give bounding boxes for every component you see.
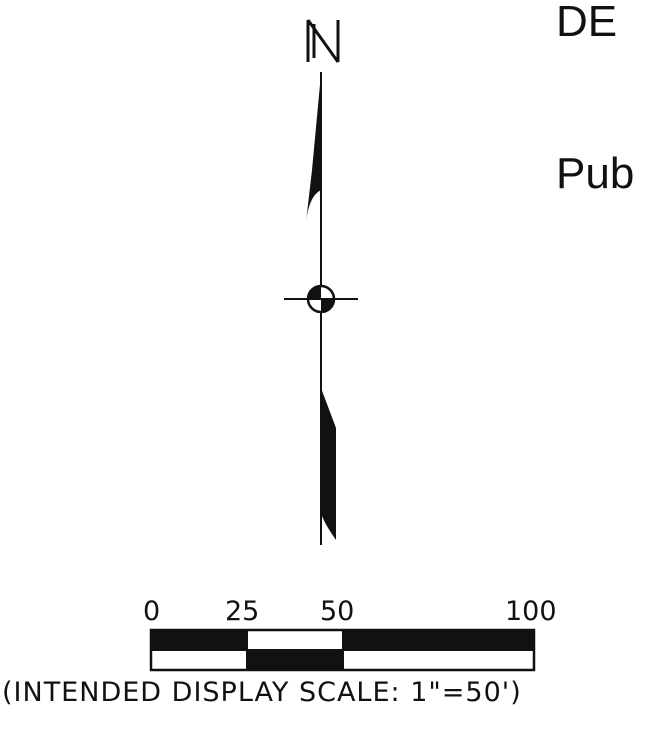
north-label-glyph [306,19,340,63]
scale-segment-top-0-25 [151,631,247,650]
north-arrow-upper-fin [306,74,321,222]
scale-tick-label: 100 [505,596,557,627]
scale-tick-label: 25 [225,596,260,627]
scale-segment-bottom-25-50 [247,650,343,669]
scale-tick-label: 50 [320,596,355,627]
scale-bar [149,628,536,672]
scale-caption: (INTENDED DISPLAY SCALE: 1"=50') [2,677,522,708]
scale-segment-top-50-100 [343,631,534,650]
scale-tick-label: 0 [143,596,161,627]
cropped-title-text: DE [556,0,618,46]
north-arrow-lower-fin [321,388,336,540]
cropped-subtitle-text: Pub [556,149,635,198]
arrow-center-target [284,284,358,314]
